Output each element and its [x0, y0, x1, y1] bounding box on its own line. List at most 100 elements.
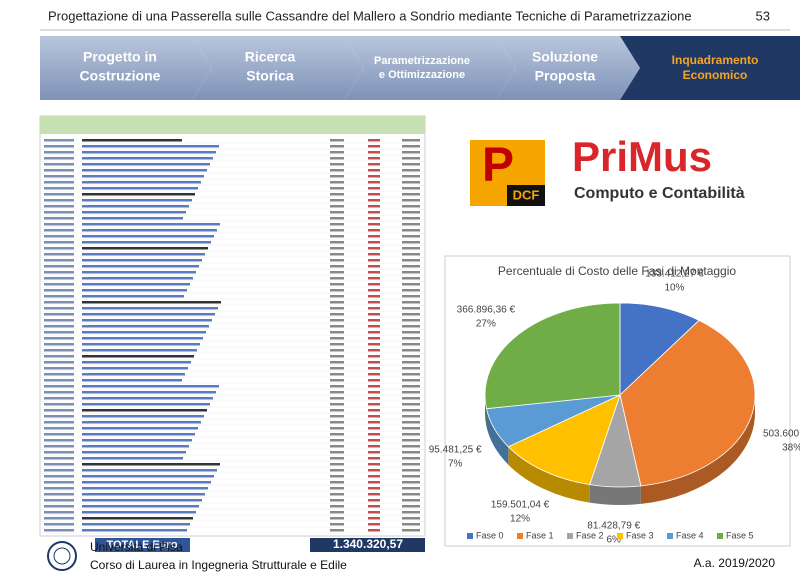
sheet-text	[368, 181, 380, 184]
sheet-text	[330, 361, 344, 364]
step-label: Progetto in	[83, 49, 157, 65]
step-label-active: Economico	[683, 68, 748, 82]
sheet-text	[44, 451, 74, 454]
sheet-text	[44, 211, 74, 214]
sheet-text	[368, 289, 380, 292]
sheet-text	[368, 457, 380, 460]
sheet-text	[44, 145, 74, 148]
progress-steps: Progetto in Costruzione Ricerca Storica …	[40, 36, 800, 100]
sheet-text	[402, 145, 420, 148]
legend-swatch	[517, 533, 523, 539]
pie-slice	[619, 302, 700, 396]
sheet-text	[368, 265, 380, 268]
sheet-text	[44, 223, 74, 226]
step-label: Proposta	[535, 68, 596, 84]
sheet-text	[44, 277, 74, 280]
sheet-text	[82, 181, 201, 184]
sheet-text	[44, 205, 74, 208]
sheet-text	[330, 163, 344, 166]
sheet-text	[44, 187, 74, 190]
sheet-text	[82, 277, 193, 280]
sheet-text	[402, 475, 420, 478]
sheet-text	[368, 355, 380, 358]
sheet-text	[330, 355, 344, 358]
sheet-text	[368, 175, 380, 178]
legend-swatch	[717, 533, 723, 539]
sheet-text	[330, 373, 344, 376]
sheet-text	[330, 331, 344, 334]
sheet-text	[368, 469, 380, 472]
data-label-percent: 6%	[606, 535, 621, 546]
sheet-text	[402, 403, 420, 406]
sheet-text	[82, 139, 182, 142]
data-label-percent: 38%	[782, 443, 800, 454]
step-label: Storica	[246, 68, 294, 84]
sheet-text	[44, 253, 74, 256]
sheet-text	[368, 499, 380, 502]
sheet-text	[82, 325, 209, 328]
sheet-text	[402, 457, 420, 460]
sheet-text	[82, 313, 215, 316]
sheet-text	[44, 259, 74, 262]
sheet-text	[330, 223, 344, 226]
sheet-text	[44, 427, 74, 430]
legend-swatch	[467, 533, 473, 539]
sheet-text	[82, 169, 207, 172]
sheet-text	[44, 313, 74, 316]
sheet-text	[44, 475, 74, 478]
sheet-text	[402, 187, 420, 190]
sheet-text	[368, 319, 380, 322]
sheet-text	[402, 139, 420, 142]
sheet-text	[330, 277, 344, 280]
sheet-text	[330, 391, 344, 394]
sheet-text	[44, 199, 74, 202]
sheet-text	[330, 139, 344, 142]
sheet-text	[82, 205, 189, 208]
sheet-text	[368, 235, 380, 238]
sheet-text	[402, 481, 420, 484]
sheet-text	[82, 259, 202, 262]
sheet-text	[368, 439, 380, 442]
data-label: 366.896,36 €	[457, 304, 516, 315]
sheet-text	[330, 487, 344, 490]
sheet-text	[82, 367, 188, 370]
sheet-text	[368, 361, 380, 364]
sheet-text	[44, 337, 74, 340]
sheet-text	[330, 421, 344, 424]
sheet-text	[368, 397, 380, 400]
sheet-text	[368, 145, 380, 148]
sheet-text	[44, 487, 74, 490]
sheet-text	[368, 445, 380, 448]
sheet-text	[368, 337, 380, 340]
sheet-text	[82, 421, 201, 424]
sheet-text	[44, 175, 74, 178]
sheet-text	[82, 247, 208, 250]
sheet-text	[402, 373, 420, 376]
sheet-text	[402, 265, 420, 268]
step-label: Ricerca	[245, 49, 296, 65]
sheet-text	[368, 433, 380, 436]
sheet-text	[330, 151, 344, 154]
chart-title: Percentuale di Costo delle Fasi di Monta…	[498, 264, 736, 278]
sheet-text	[368, 487, 380, 490]
sheet-text	[330, 301, 344, 304]
sheet-text	[402, 271, 420, 274]
sheet-text	[402, 193, 420, 196]
sheet-text	[330, 469, 344, 472]
sheet-text	[330, 307, 344, 310]
sheet-text	[82, 493, 205, 496]
sheet-text	[330, 169, 344, 172]
sheet-text	[44, 397, 74, 400]
sheet-text	[44, 157, 74, 160]
sheet-text	[368, 427, 380, 430]
sheet-text	[44, 499, 74, 502]
sheet-text	[44, 511, 74, 514]
step-shape	[344, 36, 516, 100]
sheet-text	[402, 295, 420, 298]
sheet-text	[402, 229, 420, 232]
sheet-text	[330, 499, 344, 502]
sheet-text	[402, 163, 420, 166]
sheet-text	[44, 139, 74, 142]
step-shape	[496, 36, 640, 100]
sheet-text	[402, 337, 420, 340]
